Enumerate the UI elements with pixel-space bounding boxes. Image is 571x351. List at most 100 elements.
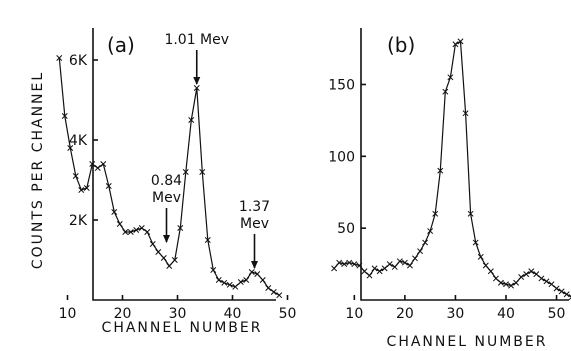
marker-stroke (412, 255, 418, 262)
panel-a-data-point (160, 255, 167, 261)
panel-a-x-tick-label: 30 (169, 306, 187, 322)
marker-stroke (513, 279, 520, 286)
panel-a-data-point (215, 277, 222, 283)
marker-stroke (138, 225, 145, 231)
y-axis-label: COUNTS PER CHANNEL (30, 71, 46, 269)
panel-b-data-point (487, 268, 494, 275)
panel-a-data-point (204, 237, 211, 243)
panel-a-data-point (83, 185, 90, 191)
panel-b-data-point (417, 248, 424, 255)
annotation-label: 1.37 (239, 199, 270, 215)
marker-stroke (457, 38, 464, 45)
marker-stroke (548, 281, 555, 288)
panel-b-data-point (457, 38, 464, 45)
panel-b-data-point (482, 262, 489, 269)
marker-stroke (331, 265, 338, 272)
panel-a-data-point (111, 209, 118, 215)
marker-stroke (467, 210, 474, 217)
annotation-arrow-head (163, 235, 170, 243)
marker-stroke (492, 275, 499, 282)
panel-b-data-point (528, 268, 535, 275)
panel-a-x-tick-label: 10 (59, 306, 77, 322)
panel-b-label: (b) (387, 33, 415, 57)
marker-stroke (563, 291, 570, 298)
panel-b-data-point (366, 272, 373, 279)
marker-stroke (243, 277, 250, 283)
marker-stroke (226, 281, 233, 288)
marker-stroke (386, 261, 393, 268)
marker-stroke (422, 239, 429, 246)
marker-stroke (72, 173, 79, 179)
marker-stroke (381, 265, 388, 272)
marker-stroke (116, 221, 123, 227)
marker-stroke (265, 285, 272, 291)
panel-a-data-point (182, 169, 189, 175)
marker-stroke (111, 209, 118, 215)
marker-stroke (160, 255, 167, 261)
panel-b-data-point (346, 259, 353, 266)
panel-a-data-point (72, 173, 79, 179)
marker-stroke (553, 285, 560, 292)
marker-stroke (56, 55, 63, 61)
marker-stroke (204, 237, 211, 243)
panel-a-data-point (100, 161, 107, 167)
panel-b-data-point (437, 167, 444, 174)
marker-stroke (396, 258, 403, 265)
panel-b-data-point (513, 279, 520, 286)
panel-b-data-point (558, 288, 565, 295)
panel-b-y-tick-label: 50 (337, 221, 355, 237)
marker-stroke (336, 259, 343, 266)
marker-stroke (543, 278, 550, 285)
panel-b-data-point (381, 265, 388, 272)
panel-b-data-point (538, 275, 545, 282)
panel-a-y-tick-label: 6K (69, 53, 88, 69)
panel-b-data-point (422, 239, 429, 246)
panel-b-data-point (356, 262, 363, 269)
marker-stroke (401, 259, 408, 266)
marker-stroke (568, 294, 571, 298)
marker-stroke (182, 169, 189, 175)
panel-a-data-point (259, 277, 266, 283)
panel-b-data-point (361, 268, 368, 275)
marker-stroke (166, 263, 173, 269)
marker-stroke (497, 279, 504, 286)
marker-stroke (171, 257, 178, 263)
panel-a-data-point (232, 283, 239, 290)
panel-b-data-point (497, 279, 504, 286)
panel-a-data-point (188, 117, 195, 123)
panel-a-data-point (122, 229, 129, 235)
panel-b-data-point (472, 239, 479, 246)
panel-b-data-point (518, 274, 525, 280)
panel-b-data-point (371, 265, 378, 272)
panel-b-data-point (452, 41, 459, 48)
marker-stroke (472, 239, 479, 246)
marker-stroke (518, 274, 525, 280)
panel-a-x-tick-label: 50 (279, 306, 297, 322)
panel-b-data-point (427, 228, 434, 234)
panel-a-data-point (56, 55, 63, 61)
panel-b-data-point (503, 281, 509, 288)
annotation-label: 1.01 Mev (164, 32, 229, 48)
marker-stroke (406, 262, 413, 269)
marker-stroke (188, 117, 195, 123)
panel-a-axes (92, 28, 276, 301)
marker-stroke (259, 277, 266, 283)
marker-stroke (270, 289, 277, 295)
panel-a-label: (a) (107, 33, 135, 57)
marker-stroke (144, 229, 151, 235)
marker-stroke (346, 259, 353, 266)
marker-stroke (83, 185, 90, 191)
panel-b-data-point (386, 261, 393, 268)
panel-b-data-point (462, 110, 469, 117)
marker-stroke (133, 227, 140, 233)
panel-b-data-point (396, 258, 403, 265)
marker-stroke (508, 282, 515, 289)
marker-stroke (462, 110, 469, 117)
panel-b-data-point (508, 282, 515, 289)
marker-stroke (523, 271, 530, 278)
marker-stroke (210, 267, 217, 273)
panel-a-data-point (276, 292, 283, 299)
marker-stroke (237, 279, 244, 285)
